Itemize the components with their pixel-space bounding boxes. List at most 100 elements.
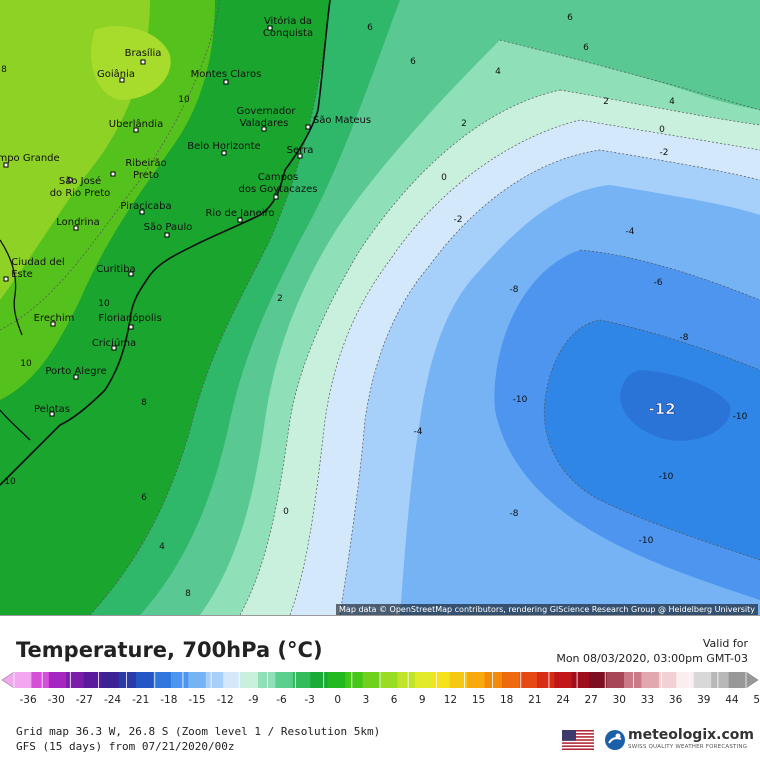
isotherm-label: 8 <box>141 398 147 408</box>
isotherm-label: 6 <box>141 493 147 503</box>
isotherm-label: 4 <box>159 542 165 552</box>
scale-swatch <box>48 672 67 688</box>
scale-tick-label: 3 <box>363 694 370 706</box>
city-label: Porto Alegre <box>45 366 106 377</box>
us-flag-icon[interactable] <box>562 730 594 750</box>
isotherm-label: 8 <box>185 589 191 599</box>
scale-swatch <box>502 672 520 688</box>
scale-swatch <box>728 672 747 688</box>
map-attribution[interactable]: Map data © OpenStreetMap contributors, r… <box>336 604 758 615</box>
scale-tick-label: 18 <box>500 694 513 706</box>
scale-tick-label: 30 <box>613 694 626 706</box>
isotherm-label: 2 <box>461 119 467 129</box>
isotherm-label: -4 <box>414 427 423 437</box>
scale-swatch <box>397 672 416 688</box>
scale-swatch <box>589 672 608 688</box>
scale-swatch <box>170 672 189 688</box>
grid-info: Grid map 36.3 W, 26.8 S (Zoom level 1 / … <box>16 724 380 754</box>
city-label: Uberlândia <box>109 118 163 130</box>
scale-swatch <box>676 672 695 688</box>
isotherm-label: -2 <box>454 215 463 225</box>
city-label: Belo Horizonte <box>187 141 260 152</box>
coastline <box>0 0 331 486</box>
scale-swatch <box>432 672 451 688</box>
city-label: Goiânia <box>97 68 135 80</box>
isotherm-label: 6 <box>583 43 589 53</box>
isotherm-label: 10 <box>4 477 16 487</box>
grid-info-text: Grid map 36.3 W, 26.8 S (Zoom level 1 / … <box>16 725 381 738</box>
temperature-map[interactable]: Vitória da Conquista Brasília Goiânia Mo… <box>0 0 760 615</box>
city-label: Serra <box>287 145 314 156</box>
scale-swatch <box>519 672 538 688</box>
meteologix-logo-icon <box>605 730 625 750</box>
isotherm-label: 10 <box>98 299 110 309</box>
scale-swatch <box>240 672 259 688</box>
city-label: Piracicaba <box>120 201 171 212</box>
scale-swatch <box>449 672 468 688</box>
temperature-zone-hot <box>91 26 171 100</box>
scale-swatch <box>467 672 486 688</box>
scale-swatch <box>693 672 712 688</box>
scale-tick-label: -21 <box>132 694 149 706</box>
scale-swatch <box>66 672 85 688</box>
scale-tick-label: 24 <box>556 694 570 706</box>
scale-tick-label: 15 <box>472 694 485 706</box>
scale-tick-label: 21 <box>528 694 541 706</box>
isotherm-label: 0 <box>659 125 665 135</box>
scale-swatch <box>14 672 32 688</box>
scale-swatch <box>310 672 329 688</box>
scale-tick-label: 12 <box>444 694 457 706</box>
brand-tagline: SWISS QUALITY WEATHER FORECASTING <box>628 744 748 750</box>
isotherm-label: 6 <box>567 13 573 23</box>
scale-tick-label: 33 <box>641 694 654 706</box>
scale-swatch <box>658 672 677 688</box>
scale-swatch <box>136 672 154 688</box>
scale-swatch <box>641 672 660 688</box>
scale-tick-label: -15 <box>188 694 205 706</box>
scale-swatch <box>258 672 276 688</box>
color-scale-ticks: -36 -30 -27 -24 -21 -18 -15 -12 -9 -6 -3 0 3 6 9 12 15 18… <box>13 672 760 706</box>
scale-swatch <box>711 672 730 688</box>
color-scale: -36 -30 -27 -24 -21 -18 -15 -12 -9 -6 -3 0 3 6 9 12 15 18… <box>1 671 760 706</box>
isotherm-label: -8 <box>510 285 519 295</box>
city-label: Montes Claros <box>191 69 262 80</box>
isotherm-label: 10 <box>20 359 32 369</box>
isotherm-label: -6 <box>654 278 663 288</box>
isotherm-label: -8 <box>680 333 689 343</box>
city-labels: Vitória da Conquista Brasília Goiânia Mo… <box>0 15 371 415</box>
scale-tick-label: -6 <box>276 694 287 706</box>
city-label: São Mateus <box>313 115 371 126</box>
isotherm-label: 8 <box>1 65 7 75</box>
city-markers <box>3 25 311 417</box>
city-label: Valadares <box>240 118 289 129</box>
border-paraguay <box>0 239 23 336</box>
valid-label: Valid for <box>702 637 748 650</box>
scale-swatch <box>188 672 207 688</box>
scale-arrow-right <box>745 671 759 689</box>
model-info-text: GFS (15 days) from 07/21/2020/00z <box>16 740 235 753</box>
city-label: Curitiba <box>96 264 135 275</box>
scale-tick-label: -24 <box>104 694 121 706</box>
scale-tick-label: 27 <box>584 694 597 706</box>
scale-swatch <box>275 672 294 688</box>
city-label: Florianópolis <box>98 312 161 324</box>
scale-swatch <box>571 672 590 688</box>
isotherm-label: 2 <box>603 97 609 107</box>
city-label: Ribeirão <box>125 158 166 169</box>
scale-swatch <box>362 672 381 688</box>
city-label: Rio de Janeiro <box>205 208 274 219</box>
isotherm-label: -10 <box>733 412 748 422</box>
city-label: Campo Grande <box>0 153 60 164</box>
map-canvas: Vitória da Conquista Brasília Goiânia Mo… <box>0 0 760 615</box>
isotherm-label: -10 <box>659 472 674 482</box>
scale-swatch <box>414 672 433 688</box>
brand-logo[interactable]: meteologix.com SWISS QUALITY WEATHER FOR… <box>604 726 754 756</box>
isotherm-label: 10 <box>178 95 190 105</box>
city-label: dos Goytacazes <box>239 184 318 195</box>
scale-swatch <box>606 672 625 688</box>
scale-swatch <box>118 672 137 688</box>
city-label: São Paulo <box>144 222 193 233</box>
scale-swatch <box>223 672 242 688</box>
scale-tick-label: -30 <box>48 694 65 706</box>
scale-tick-label: -27 <box>76 694 93 706</box>
